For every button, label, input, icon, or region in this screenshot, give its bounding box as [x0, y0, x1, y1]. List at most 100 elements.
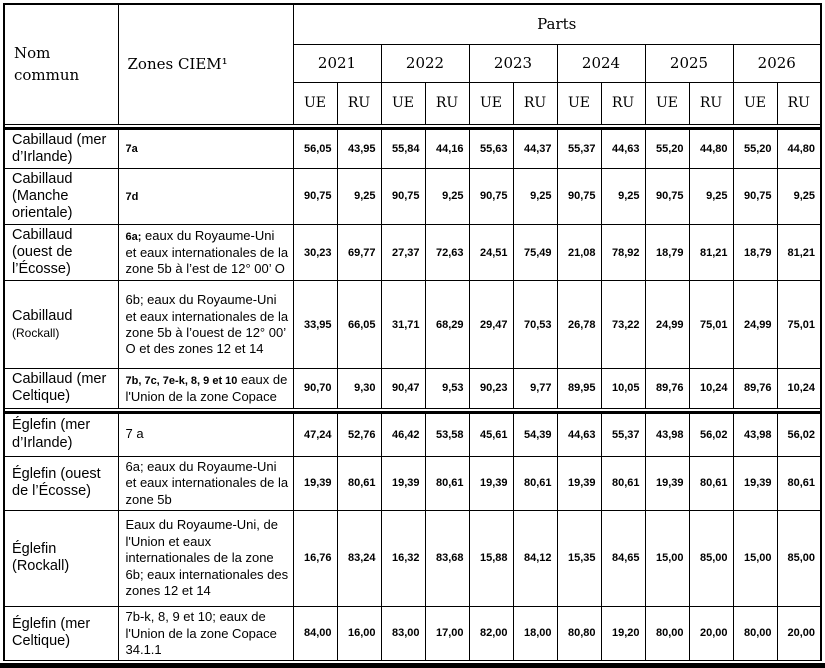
- zone-description: 7b-k, 8, 9 et 10; eaux de l'Union de la …: [125, 608, 277, 657]
- species-name: Cabillaud (mer Celtique): [12, 371, 107, 405]
- share-value-cell: 24,99: [644, 280, 690, 370]
- share-value-cell: 90,75: [292, 167, 338, 226]
- zone-cell: 7 a: [117, 411, 294, 457]
- share-value-cell: 17,00: [424, 605, 470, 662]
- species-name: Églefin (mer d’Irlande): [12, 417, 91, 451]
- share-value-cell: 90,75: [644, 167, 690, 226]
- species-name-cell: Cabillaud (ouest de l’Écosse): [3, 224, 119, 282]
- species-name-cell: Cabillaud (mer d’Irlande): [3, 127, 119, 169]
- ru-header: RU: [688, 81, 734, 125]
- share-value-cell: 52,76: [336, 411, 382, 457]
- quota-shares-table: Nom commun Zones CIEM¹ Parts 2021 2022 2…: [3, 3, 823, 662]
- zone-description: 6b; eaux du Royaume-Uni et eaux internat…: [125, 292, 289, 357]
- share-value-cell: 33,95: [292, 280, 338, 370]
- species-name: Cabillaud (ouest de l’Écosse): [12, 227, 73, 278]
- share-value-cell: 43,95: [336, 127, 382, 169]
- share-value-cell: 18,79: [644, 224, 690, 282]
- share-value-cell: 55,63: [468, 127, 514, 169]
- ue-header: UE: [292, 81, 338, 125]
- species-name: Églefin (ouest de l’Écosse): [12, 466, 101, 500]
- species-name: Églefin (Rockall): [12, 541, 70, 575]
- share-value-cell: 19,39: [644, 455, 690, 511]
- share-value-cell: 19,39: [468, 455, 514, 511]
- share-value-cell: 44,80: [688, 127, 734, 169]
- share-value-cell: 90,75: [468, 167, 514, 226]
- bottom-rule: [0, 663, 825, 668]
- share-value-cell: 66,05: [336, 280, 382, 370]
- header-row-years: 2021 2022 2023 2024 2025 2026: [4, 43, 822, 83]
- share-value-cell: 10,24: [776, 368, 822, 409]
- share-value-cell: 10,24: [688, 368, 734, 409]
- share-value-cell: 69,77: [336, 224, 382, 282]
- year-header-2024: 2024: [556, 43, 646, 83]
- ru-header: RU: [600, 81, 646, 125]
- share-value-cell: 80,61: [336, 455, 382, 511]
- species-name: Cabillaud (mer d’Irlande): [12, 131, 107, 165]
- share-value-cell: 15,35: [556, 509, 602, 607]
- zone-description: eaux de l'Union de la zone Copace: [125, 371, 288, 404]
- share-value-cell: 56,02: [776, 411, 822, 457]
- share-value-cell: 20,00: [776, 605, 822, 662]
- ue-header: UE: [644, 81, 690, 125]
- group-separator: [4, 407, 822, 414]
- share-value-cell: 84,00: [292, 605, 338, 662]
- share-value-cell: 26,78: [556, 280, 602, 370]
- species-name: Églefin (mer Celtique): [12, 616, 91, 650]
- ru-header: RU: [512, 81, 558, 125]
- share-value-cell: 9,30: [336, 368, 382, 409]
- ue-header: UE: [380, 81, 426, 125]
- share-value-cell: 80,61: [424, 455, 470, 511]
- share-value-cell: 73,22: [600, 280, 646, 370]
- share-value-cell: 24,51: [468, 224, 514, 282]
- share-value-cell: 9,25: [336, 167, 382, 226]
- species-name: Cabillaud (Manche orientale): [12, 170, 73, 221]
- zone-code: 7d: [125, 191, 139, 203]
- zone-cell: 6b; eaux du Royaume-Uni et eaux internat…: [117, 280, 294, 370]
- share-value-cell: 18,79: [732, 224, 778, 282]
- share-value-cell: 9,25: [776, 167, 822, 226]
- table-row: Cabillaud (Rockall) 6b; eaux du Royaume-…: [3, 280, 822, 370]
- share-value-cell: 16,32: [380, 509, 426, 607]
- zone-cell: 7d: [117, 167, 294, 226]
- share-value-cell: 46,42: [380, 411, 426, 457]
- share-value-cell: 85,00: [688, 509, 734, 607]
- share-value-cell: 90,23: [468, 368, 514, 409]
- share-value-cell: 72,63: [424, 224, 470, 282]
- species-name-cell: Églefin (ouest de l’Écosse): [3, 455, 119, 511]
- share-value-cell: 89,76: [644, 368, 690, 409]
- column-header-common-name: Nom commun: [3, 3, 119, 125]
- year-header-2023: 2023: [468, 43, 558, 83]
- zone-description: 7 a: [125, 426, 144, 442]
- zone-description: 6a; eaux du Royaume-Uni et eaux internat…: [125, 458, 289, 507]
- share-value-cell: 75,01: [688, 280, 734, 370]
- share-value-cell: 24,99: [732, 280, 778, 370]
- share-value-cell: 54,39: [512, 411, 558, 457]
- share-value-cell: 83,00: [380, 605, 426, 662]
- ru-header: RU: [776, 81, 822, 125]
- common-name-label: Nom commun: [14, 43, 80, 85]
- share-value-cell: 55,37: [556, 127, 602, 169]
- table-header: Nom commun Zones CIEM¹ Parts 2021 2022 2…: [3, 3, 822, 125]
- share-value-cell: 27,37: [380, 224, 426, 282]
- share-value-cell: 70,53: [512, 280, 558, 370]
- share-value-cell: 45,61: [468, 411, 514, 457]
- header-row-parts: Nom commun Zones CIEM¹ Parts: [3, 3, 822, 125]
- table-body: Cabillaud (mer d’Irlande) 7a 56,05 43,95 5…: [3, 123, 822, 662]
- year-header-2026: 2026: [732, 43, 822, 83]
- header-row-ue-ru: UE RU UE RU UE RU UE RU UE RU UE RU: [4, 81, 822, 125]
- table-row: Églefin (Rockall) Eaux du Royaume-Uni, d…: [3, 509, 822, 607]
- share-value-cell: 80,61: [512, 455, 558, 511]
- share-value-cell: 19,20: [600, 605, 646, 662]
- share-value-cell: 44,63: [600, 127, 646, 169]
- share-value-cell: 78,92: [600, 224, 646, 282]
- share-value-cell: 9,25: [424, 167, 470, 226]
- share-value-cell: 82,00: [468, 605, 514, 662]
- share-value-cell: 90,47: [380, 368, 426, 409]
- share-value-cell: 75,01: [776, 280, 822, 370]
- ue-header: UE: [468, 81, 514, 125]
- species-name: Cabillaud: [12, 307, 73, 324]
- share-value-cell: 44,37: [512, 127, 558, 169]
- share-value-cell: 53,58: [424, 411, 470, 457]
- table-row: Cabillaud (Manche orientale) 7d 90,75 9,2…: [3, 167, 822, 226]
- share-value-cell: 9,25: [688, 167, 734, 226]
